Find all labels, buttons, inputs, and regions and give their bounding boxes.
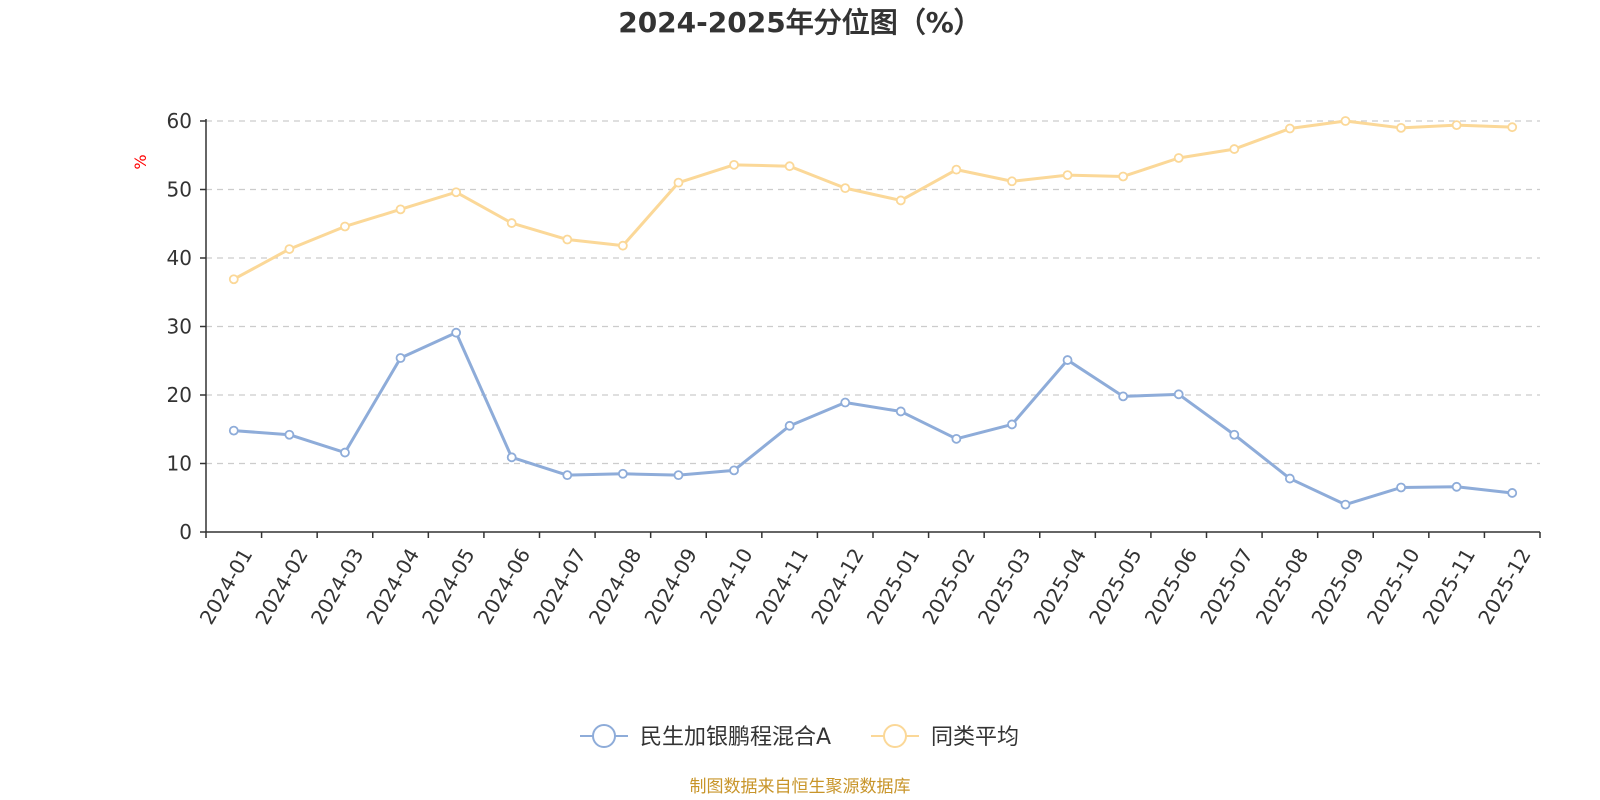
- data-point[interactable]: [340, 447, 350, 458]
- series-1: [228, 116, 1518, 285]
- legend-marker-icon: [883, 724, 907, 748]
- data-point[interactable]: [1007, 419, 1017, 430]
- x-tick-label: 2024-10: [695, 544, 758, 628]
- legend-label: 同类平均: [931, 725, 1019, 750]
- data-point[interactable]: [1451, 120, 1462, 131]
- data-point[interactable]: [1284, 473, 1295, 484]
- data-point[interactable]: [673, 177, 684, 188]
- data-point[interactable]: [284, 429, 295, 440]
- grid-layer: [206, 120, 1540, 465]
- y-tick-label: 30: [167, 315, 192, 339]
- x-tick-label: 2025-03: [973, 544, 1036, 628]
- x-tick-label: 2025-04: [1028, 544, 1091, 628]
- data-point[interactable]: [1340, 116, 1351, 126]
- x-tick-label: 2025-12: [1473, 544, 1536, 628]
- data-point[interactable]: [1062, 355, 1073, 365]
- data-point[interactable]: [729, 159, 739, 170]
- legend-marker-icon: [592, 724, 616, 748]
- data-point[interactable]: [1284, 123, 1295, 134]
- data-point[interactable]: [506, 452, 517, 463]
- data-point[interactable]: [840, 397, 851, 408]
- x-tick-label: 2024-03: [306, 544, 369, 628]
- x-tick-label: 2024-12: [806, 544, 869, 628]
- y-tick-label: 10: [167, 452, 192, 476]
- data-point[interactable]: [1173, 153, 1184, 163]
- data-point[interactable]: [395, 353, 406, 363]
- data-point[interactable]: [617, 468, 628, 479]
- legend[interactable]: 民生加银鹏程混合A 同类平均: [580, 724, 1019, 750]
- data-point[interactable]: [840, 183, 851, 194]
- data-point[interactable]: [784, 161, 795, 172]
- data-point[interactable]: [1062, 170, 1073, 181]
- data-point[interactable]: [228, 425, 239, 436]
- data-point[interactable]: [1396, 122, 1406, 133]
- data-point[interactable]: [1451, 481, 1462, 492]
- data-point[interactable]: [562, 470, 573, 481]
- series-line-1: [232, 119, 1514, 281]
- x-tick-label: 2025-10: [1362, 544, 1425, 628]
- x-tick-label: 2024-05: [417, 544, 480, 628]
- data-point[interactable]: [506, 218, 517, 228]
- series-layer: [228, 116, 1518, 510]
- data-point[interactable]: [228, 274, 239, 285]
- x-tick-label: 2024-09: [639, 544, 702, 628]
- x-tick-label: 2024-06: [473, 544, 536, 628]
- y-tick-label: 40: [167, 246, 192, 270]
- x-tick-label: 2025-02: [917, 544, 980, 628]
- data-point[interactable]: [1173, 389, 1184, 400]
- x-tick-label: 2024-07: [528, 544, 591, 628]
- axis-layer: 01020304050602024-012024-022024-032024-0…: [167, 109, 1541, 628]
- data-point[interactable]: [951, 433, 962, 444]
- series-line-0: [232, 331, 1514, 507]
- chart-title: 2024-2025年分位图（%）: [618, 6, 982, 39]
- data-point[interactable]: [451, 187, 462, 198]
- data-point[interactable]: [729, 465, 739, 476]
- data-point[interactable]: [895, 195, 906, 206]
- series-0: [228, 327, 1518, 510]
- data-point[interactable]: [451, 327, 462, 338]
- x-tick-label: 2024-11: [751, 544, 814, 628]
- y-tick-label: 60: [167, 109, 192, 133]
- data-source-note: 制图数据来自恒生聚源数据库: [690, 777, 911, 797]
- data-point[interactable]: [673, 470, 684, 481]
- x-tick-label: 2024-04: [361, 544, 424, 628]
- data-point[interactable]: [617, 240, 628, 251]
- y-axis-label: %: [131, 154, 150, 169]
- data-point[interactable]: [562, 234, 573, 245]
- x-tick-label: 2024-01: [195, 544, 258, 628]
- legend-item-1[interactable]: 同类平均: [871, 724, 1019, 750]
- legend-label: 民生加银鹏程混合A: [640, 725, 831, 750]
- x-tick-label: 2024-02: [250, 544, 313, 628]
- data-point[interactable]: [395, 204, 406, 215]
- x-tick-label: 2025-09: [1306, 544, 1369, 628]
- y-tick-label: 20: [167, 383, 192, 407]
- data-point[interactable]: [1507, 488, 1518, 498]
- data-point[interactable]: [1507, 122, 1518, 133]
- data-point[interactable]: [1007, 176, 1017, 187]
- data-point[interactable]: [1396, 482, 1406, 493]
- x-tick-label: 2025-05: [1084, 544, 1147, 628]
- x-tick-label: 2025-01: [862, 544, 925, 628]
- x-tick-label: 2025-11: [1418, 544, 1481, 628]
- legend-item-0[interactable]: 民生加银鹏程混合A: [580, 724, 831, 750]
- x-tick-label: 2025-06: [1140, 544, 1203, 628]
- data-point[interactable]: [1229, 429, 1240, 440]
- data-point[interactable]: [951, 164, 962, 175]
- data-point[interactable]: [895, 406, 906, 417]
- data-point[interactable]: [784, 420, 795, 431]
- data-point[interactable]: [1118, 171, 1129, 182]
- data-point[interactable]: [1340, 499, 1351, 510]
- data-point[interactable]: [1118, 391, 1129, 402]
- data-point[interactable]: [340, 221, 350, 232]
- x-tick-label: 2025-08: [1251, 544, 1314, 628]
- data-point[interactable]: [1229, 144, 1240, 154]
- y-tick-label: 50: [167, 178, 192, 202]
- y-tick-label: 0: [179, 520, 192, 544]
- x-tick-label: 2025-07: [1195, 544, 1258, 628]
- data-point[interactable]: [284, 244, 295, 254]
- x-tick-label: 2024-08: [584, 544, 647, 628]
